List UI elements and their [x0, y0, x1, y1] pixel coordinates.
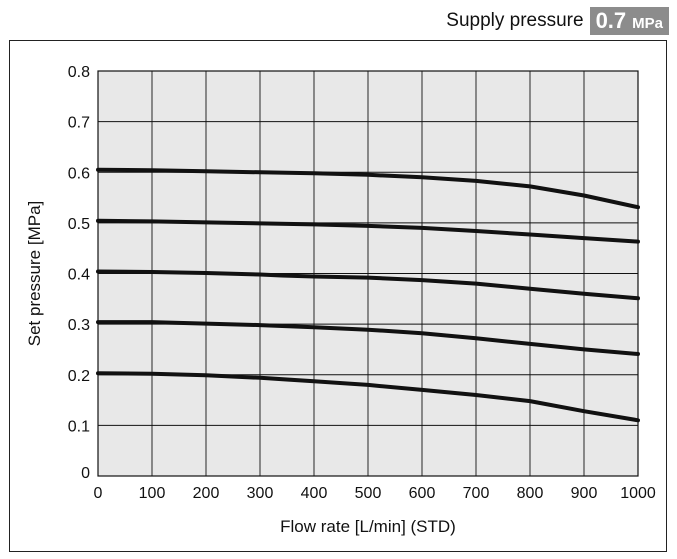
- x-tick-labels: 0 100 200 300 400 500 600 700 800 900 1000: [94, 485, 656, 502]
- x-tick-label: 800: [517, 485, 544, 502]
- series-lines: [96, 167, 640, 423]
- series-line-5: [96, 371, 640, 423]
- y-tick-label: 0: [81, 465, 90, 482]
- series-line-2: [96, 218, 640, 244]
- x-tick-label: 900: [571, 485, 598, 502]
- y-tick-label: 0.3: [68, 317, 90, 334]
- supply-pressure-label: Supply pressure: [446, 10, 584, 31]
- x-tick-label: 100: [139, 485, 166, 502]
- y-tick-labels: 0 0.1 0.2 0.3 0.4 0.5 0.6 0.7 0.8: [68, 64, 90, 482]
- supply-pressure-value: 0.7: [595, 8, 627, 33]
- series-line-3: [96, 269, 640, 301]
- series-line-4: [96, 320, 640, 356]
- chart-frame: [9, 40, 667, 552]
- x-tick-label: 400: [301, 485, 328, 502]
- y-tick-label: 0.1: [68, 418, 90, 435]
- x-tick-label: 200: [193, 485, 220, 502]
- supply-pressure-unit: MPa: [632, 15, 663, 32]
- y-tick-label: 0.2: [68, 368, 90, 385]
- y-tick-label: 0.4: [68, 267, 90, 284]
- y-axis-title: Set pressure [MPa]: [25, 201, 44, 347]
- y-tick-label: 0.5: [68, 216, 90, 233]
- x-tick-label: 500: [355, 485, 382, 502]
- y-tick-label: 0.6: [68, 165, 90, 182]
- plot-border: [97, 70, 639, 477]
- x-tick-label: 600: [409, 485, 436, 502]
- x-tick-label: 0: [94, 485, 103, 502]
- y-tick-label: 0.8: [68, 64, 90, 81]
- x-tick-label: 1000: [620, 485, 656, 502]
- y-tick-label: 0.7: [68, 115, 90, 132]
- x-tick-label: 700: [463, 485, 490, 502]
- series-line-1: [96, 167, 640, 210]
- supply-pressure-header: Supply pressure 0.7 MPa: [446, 7, 669, 35]
- supply-pressure-badge: 0.7 MPa: [589, 7, 669, 35]
- x-axis-title: Flow rate [L/min] (STD): [280, 517, 456, 536]
- x-tick-label: 300: [247, 485, 274, 502]
